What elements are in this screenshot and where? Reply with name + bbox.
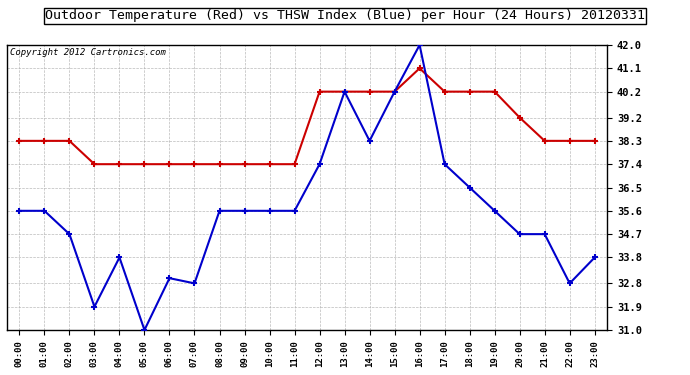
Text: Outdoor Temperature (Red) vs THSW Index (Blue) per Hour (24 Hours) 20120331: Outdoor Temperature (Red) vs THSW Index …: [45, 9, 645, 22]
Text: Copyright 2012 Cartronics.com: Copyright 2012 Cartronics.com: [10, 48, 166, 57]
